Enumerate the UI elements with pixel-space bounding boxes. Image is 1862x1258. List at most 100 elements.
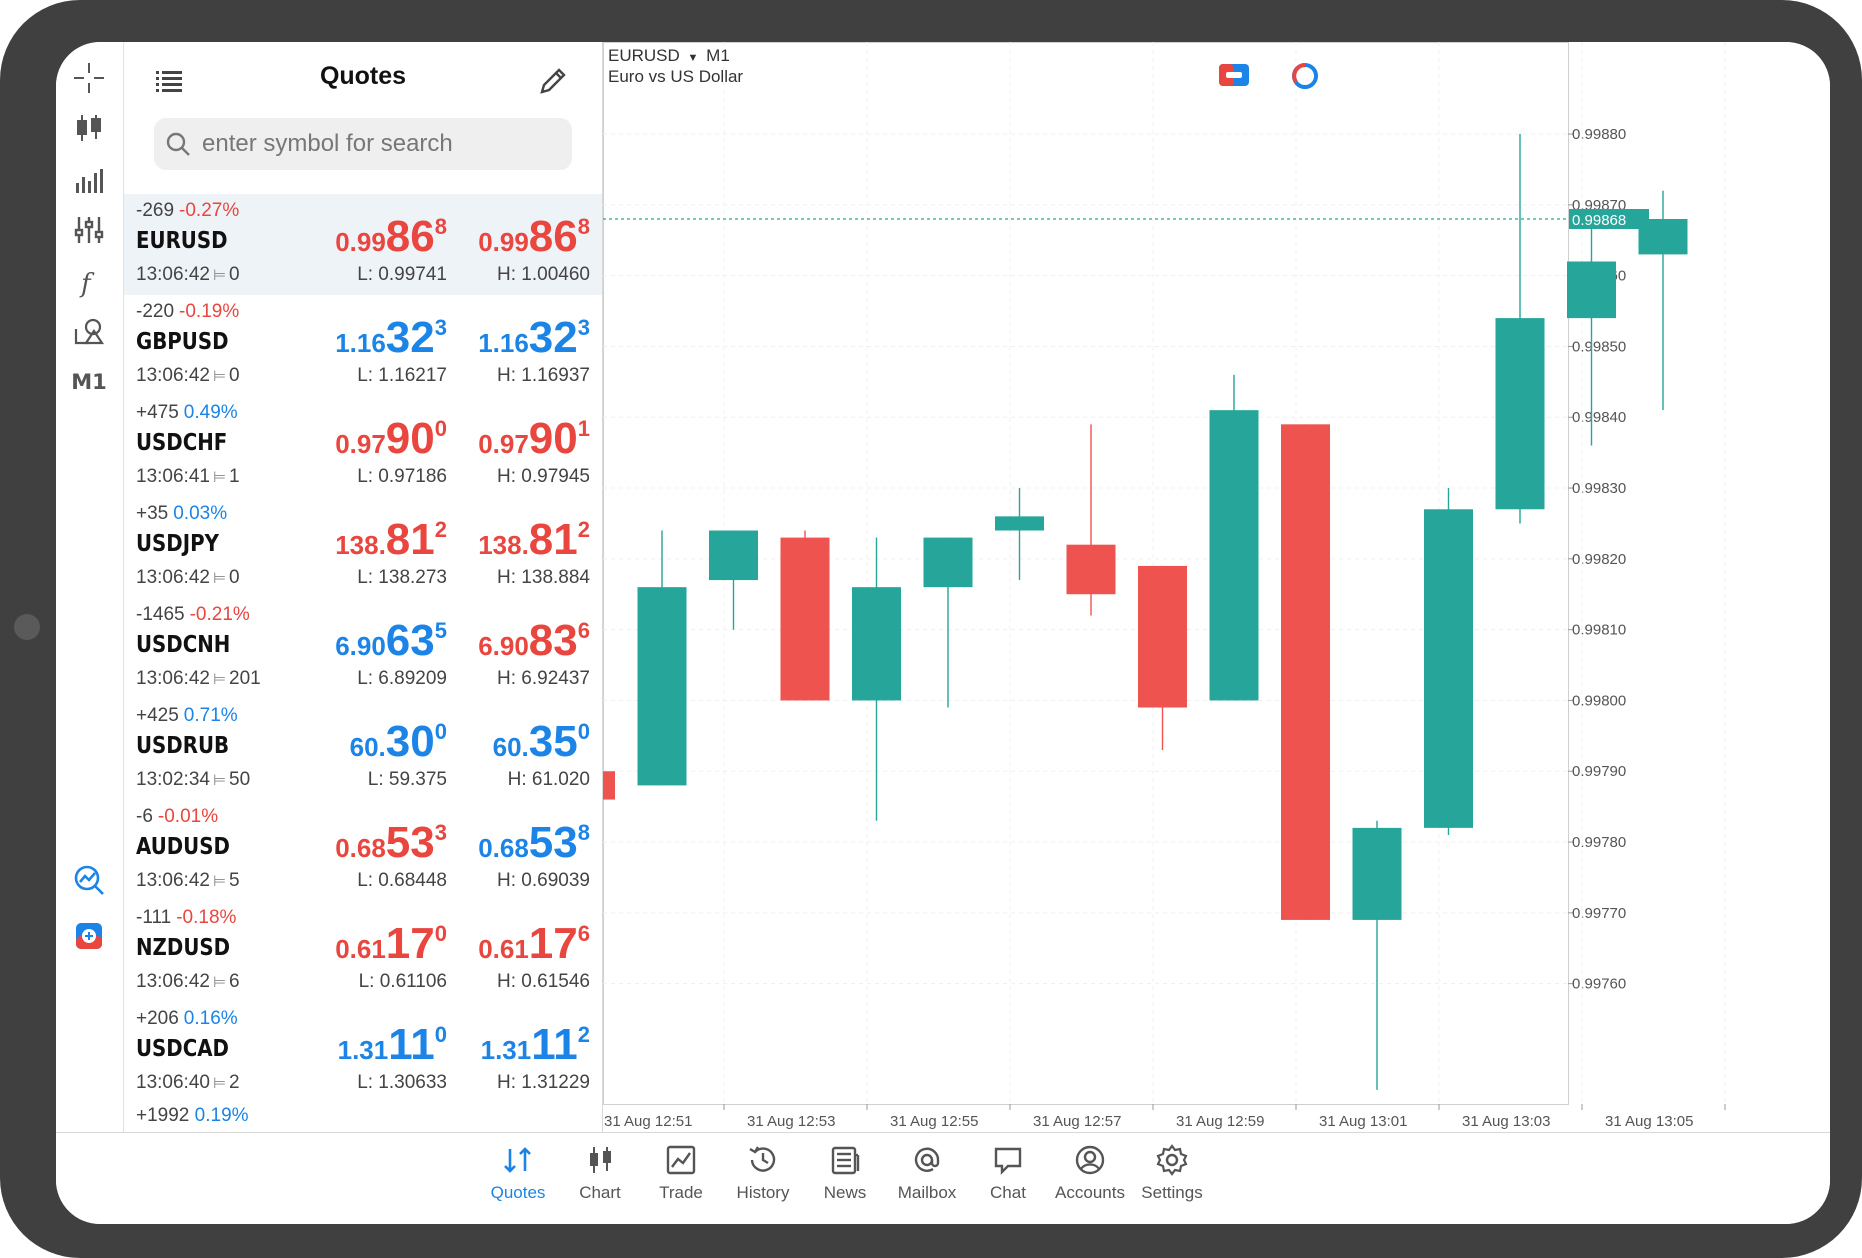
nav-news[interactable]: News: [800, 1139, 890, 1219]
candle-body: [603, 771, 615, 800]
ask-price-pips: 90: [528, 414, 578, 463]
timeframe-button[interactable]: M1: [71, 370, 107, 394]
ask-price[interactable]: 0.97901: [478, 414, 590, 464]
y-tick-label: 0.99760: [1572, 976, 1626, 993]
nav-quotes[interactable]: Quotes: [473, 1139, 563, 1219]
edit-pencil-icon[interactable]: [536, 64, 570, 98]
candle-body: [1281, 424, 1330, 920]
nav-settings[interactable]: Settings: [1127, 1139, 1217, 1219]
nav-chat[interactable]: Chat: [963, 1139, 1053, 1219]
nav-mailbox[interactable]: Mailbox: [882, 1139, 972, 1219]
nav-history[interactable]: History: [718, 1139, 808, 1219]
ask-price-prefix: 1.31: [480, 1035, 532, 1065]
x-tick-label: 31 Aug 12:53: [747, 1113, 835, 1130]
quote-row[interactable]: -111 -0.18% NZDUSD 13:06:42 ⊨ 6 0.61170 0.61176…: [124, 901, 602, 1002]
high-price: H: 6.92437: [497, 668, 590, 689]
bid-price[interactable]: 138.812: [335, 515, 447, 565]
quote-time: 13:06:41: [136, 466, 210, 487]
ask-price[interactable]: 138.812: [478, 515, 590, 565]
indicators-sliders-icon[interactable]: [64, 208, 114, 252]
trade-chart-icon[interactable]: [64, 858, 114, 902]
bid-price[interactable]: 1.31110: [338, 1020, 447, 1070]
chart-area[interactable]: 0.998800.998700.998600.998500.998400.998…: [603, 42, 1830, 1132]
ask-price-prefix: 0.99: [478, 227, 529, 257]
spread-value: 2: [229, 1072, 240, 1093]
quote-time-line: 13:06:42 ⊨ 5: [136, 870, 240, 892]
bid-price-prefix: 0.61: [335, 934, 386, 964]
partial-quote-row[interactable]: +1992 0.19%: [136, 1105, 249, 1127]
quote-time-line: 13:06:42 ⊨ 6: [136, 971, 240, 993]
spread-icon: ⊨: [212, 267, 227, 284]
change-percent: 0.49%: [183, 402, 238, 423]
y-tick-label: 0.99880: [1572, 126, 1626, 143]
ask-price-pips: 83: [528, 616, 578, 665]
bid-price[interactable]: 0.99868: [335, 212, 447, 262]
bid-price[interactable]: 1.16323: [335, 313, 447, 363]
quote-time-line: 13:06:42 ⊨ 0: [136, 365, 240, 387]
chart-description: Euro vs US Dollar: [608, 67, 744, 86]
quote-time: 13:06:42: [136, 567, 210, 588]
one-click-panel-icon[interactable]: [1219, 64, 1249, 86]
ask-price[interactable]: 1.16323: [478, 313, 590, 363]
candle-body: [1138, 565, 1187, 708]
ask-price[interactable]: 0.61176: [478, 919, 590, 969]
dropdown-triangle-icon: ▼: [687, 52, 699, 64]
symbol-name: USDCHF: [136, 430, 228, 456]
bid-price[interactable]: 0.68533: [335, 818, 447, 868]
y-tick-label: 0.99830: [1572, 480, 1626, 497]
one-click-trading-icon[interactable]: [64, 914, 114, 958]
search-box[interactable]: [154, 118, 572, 170]
list-icon[interactable]: [152, 64, 186, 98]
quote-row[interactable]: -220 -0.19% GBPUSD 13:06:42 ⊨ 0 1.16323 1.16323…: [124, 295, 602, 396]
quote-time-line: 13:06:40 ⊨ 2: [136, 1072, 240, 1094]
crosshair-icon[interactable]: [64, 56, 114, 100]
quote-row[interactable]: -1465 -0.21% USDCNH 13:06:42 ⊨ 201 6.90635 6.90…: [124, 598, 602, 699]
candle-body: [1567, 261, 1616, 319]
bid-price[interactable]: 6.90635: [335, 616, 447, 666]
candle-body: [1209, 410, 1259, 701]
candle-body: [637, 587, 687, 786]
volume-bars-icon[interactable]: [64, 158, 114, 202]
quote-row[interactable]: +206 0.16% USDCAD 13:06:40 ⊨ 2 1.31110 1.31112 L…: [124, 1002, 602, 1103]
candlestick-chart[interactable]: 0.998800.998700.998600.998500.998400.998…: [603, 42, 1830, 1132]
bid-price[interactable]: 60.300: [350, 717, 447, 767]
candlestick-icon[interactable]: [64, 106, 114, 150]
y-tick-label: 0.99850: [1572, 338, 1626, 355]
quotes-arrows-icon: [504, 1147, 531, 1173]
quote-row[interactable]: -269 -0.27% EURUSD 13:06:42 ⊨ 0 0.99868 0.99868…: [124, 194, 602, 295]
objects-icon[interactable]: [64, 310, 114, 354]
quote-row[interactable]: +475 0.49% USDCHF 13:06:41 ⊨ 1 0.97900 0.97901 L…: [124, 396, 602, 497]
bid-price-fraction: 0: [434, 921, 447, 946]
ask-price-prefix: 6.90: [478, 631, 529, 661]
ask-price[interactable]: 1.31112: [481, 1020, 590, 1070]
chart-symbol-header[interactable]: EURUSD ▼ M1: [608, 46, 730, 66]
symbol-name: USDJPY: [136, 531, 219, 557]
ask-price[interactable]: 6.90836: [478, 616, 590, 666]
bid-price-prefix: 6.90: [335, 631, 386, 661]
news-icon: [831, 1146, 860, 1175]
quote-row[interactable]: -6 -0.01% AUDUSD 13:06:42 ⊨ 5 0.68533 0.68538 L:…: [124, 800, 602, 901]
y-tick-label: 0.99820: [1572, 551, 1626, 568]
quotes-header: Quotes: [124, 42, 602, 170]
ask-price-pips: 11: [531, 1020, 578, 1069]
quote-time-line: 13:06:42 ⊨ 201: [136, 668, 261, 690]
nav-trade[interactable]: Trade: [636, 1139, 726, 1219]
quote-row[interactable]: +425 0.71% USDRUB 13:02:34 ⊨ 50 60.300 60.350 L:…: [124, 699, 602, 800]
ask-price[interactable]: 60.350: [493, 717, 590, 767]
y-tick-label: 0.99790: [1572, 763, 1626, 780]
nav-chart[interactable]: Chart: [555, 1139, 645, 1219]
x-tick-label: 31 Aug 12:51: [604, 1113, 692, 1130]
spread-icon: ⊨: [212, 1075, 227, 1092]
bid-price-fraction: 5: [434, 618, 447, 643]
bid-price[interactable]: 0.61170: [335, 919, 447, 969]
ask-price[interactable]: 0.99868: [478, 212, 590, 262]
bid-price-prefix: 138.: [335, 530, 386, 560]
nav-accounts[interactable]: Accounts: [1045, 1139, 1135, 1219]
bid-price[interactable]: 0.97900: [335, 414, 447, 464]
nav-label: Accounts: [1055, 1183, 1125, 1202]
quote-row[interactable]: +35 0.03% USDJPY 13:06:42 ⊨ 0 138.812 138.812 L:…: [124, 497, 602, 598]
function-icon[interactable]: f: [64, 260, 114, 304]
timer-icon[interactable]: [1291, 62, 1319, 90]
ask-price[interactable]: 0.68538: [478, 818, 590, 868]
search-input[interactable]: [200, 129, 554, 159]
